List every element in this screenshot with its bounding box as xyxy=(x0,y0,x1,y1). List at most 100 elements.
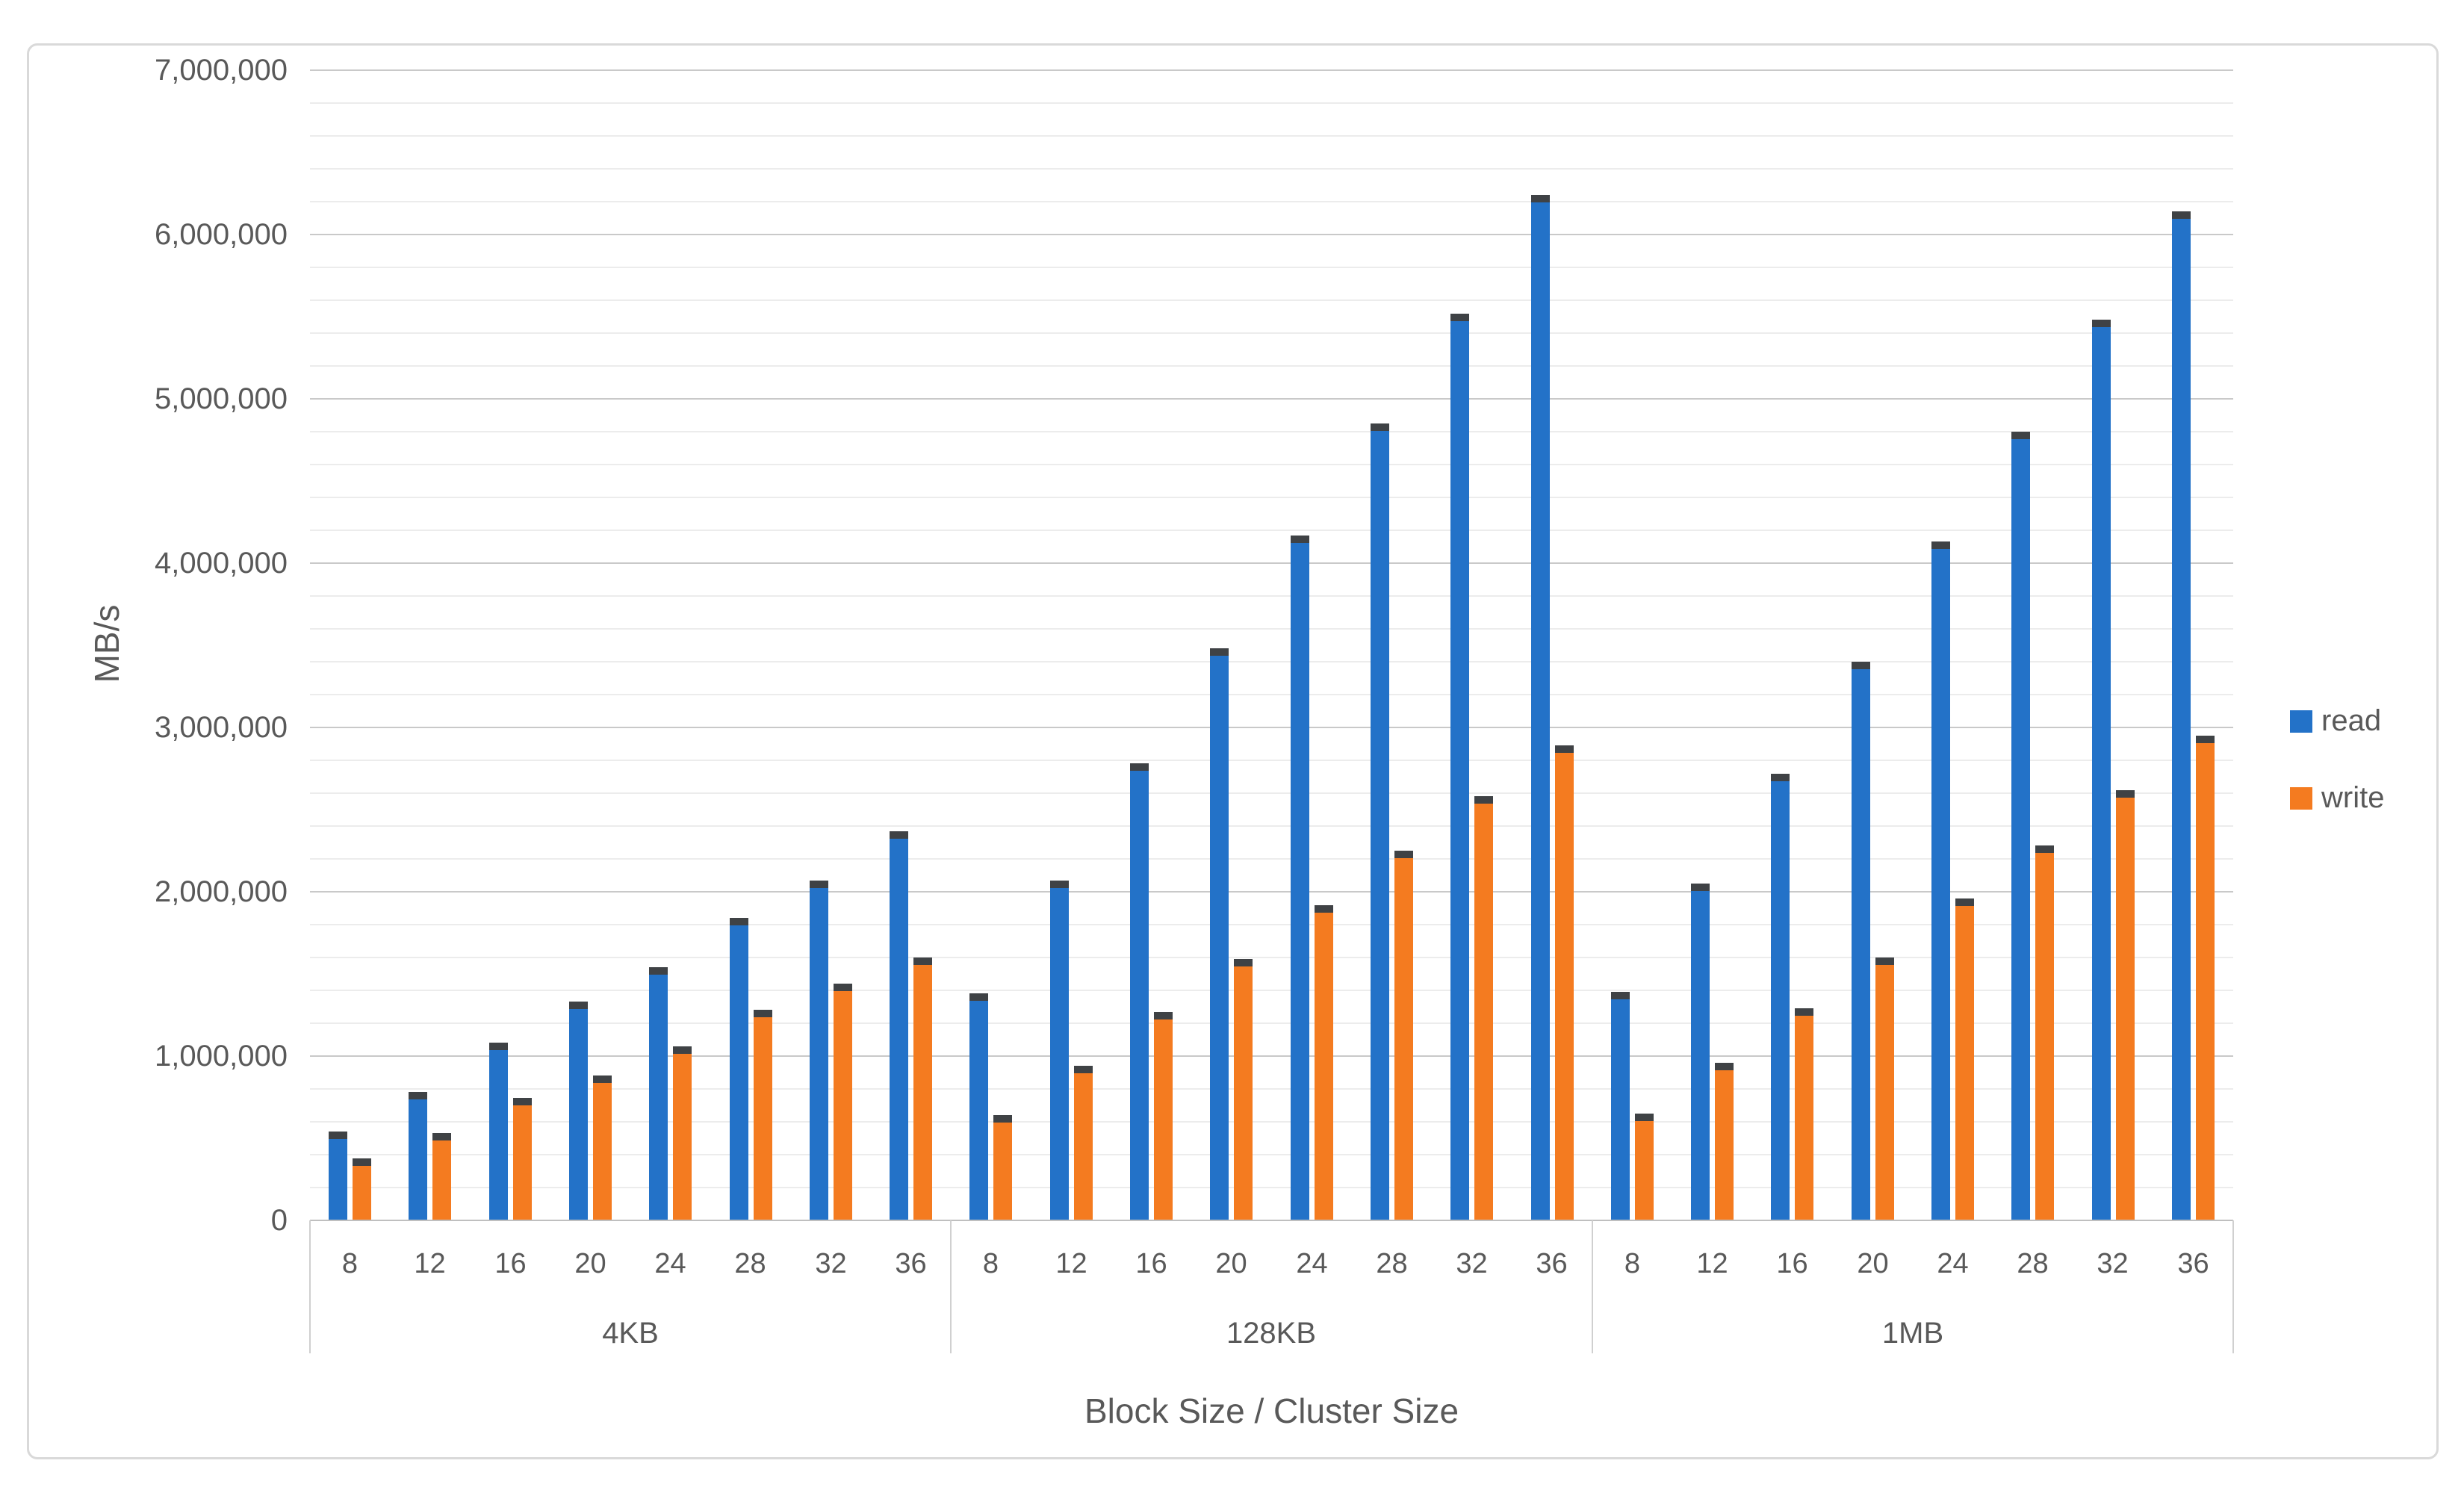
minor-gridline xyxy=(310,1022,2233,1024)
minor-gridline xyxy=(310,858,2233,860)
x-category-label: 20 xyxy=(1215,1248,1247,1279)
bar-top-cap xyxy=(1611,992,1630,999)
bar-top-cap xyxy=(1955,898,1974,906)
x-category-label: 16 xyxy=(1135,1248,1167,1279)
bar-write-4KB-12 xyxy=(432,1133,451,1220)
bar-write-4KB-28 xyxy=(754,1010,772,1220)
x-group-label-4KB: 4KB xyxy=(602,1317,659,1350)
bar-read-4KB-20 xyxy=(569,1002,588,1220)
y-tick-label: 5,000,000 xyxy=(155,382,288,415)
bar-read-128KB-8 xyxy=(969,993,988,1220)
bar-top-cap xyxy=(1771,774,1790,781)
bar-top-cap xyxy=(969,993,988,1001)
axis-band-divider xyxy=(1592,1220,1593,1353)
x-axis-baseline xyxy=(310,1220,2233,1221)
x-category-label: 24 xyxy=(1296,1248,1328,1279)
minor-gridline xyxy=(310,530,2233,531)
x-category-label: 16 xyxy=(494,1248,527,1279)
bar-read-4KB-12 xyxy=(409,1092,427,1220)
y-tick-label: 2,000,000 xyxy=(155,875,288,908)
bar-top-cap xyxy=(1474,796,1493,804)
bar-read-1MB-32 xyxy=(2092,320,2111,1220)
bar-read-1MB-8 xyxy=(1611,992,1630,1220)
bar-top-cap xyxy=(593,1075,612,1083)
bar-top-cap xyxy=(1931,541,1950,549)
x-category-label: 28 xyxy=(2017,1248,2049,1279)
bar-top-cap xyxy=(2011,432,2030,439)
chart-outer-border xyxy=(27,43,2439,1459)
minor-gridline xyxy=(310,1088,2233,1090)
bar-top-cap xyxy=(913,957,932,965)
bar-top-cap xyxy=(1555,745,1574,753)
x-category-label: 12 xyxy=(414,1248,446,1279)
y-tick-label: 3,000,000 xyxy=(155,711,288,744)
bar-write-1MB-36 xyxy=(2196,736,2215,1220)
y-tick-label: 7,000,000 xyxy=(155,54,288,87)
bar-read-128KB-28 xyxy=(1371,423,1389,1220)
bar-top-cap xyxy=(890,831,908,839)
minor-gridline xyxy=(310,1121,2233,1123)
axis-band-divider xyxy=(950,1220,952,1353)
read-series-swatch xyxy=(2290,710,2312,733)
bar-read-128KB-24 xyxy=(1291,536,1309,1220)
bar-top-cap xyxy=(409,1092,427,1099)
bar-top-cap xyxy=(649,967,668,975)
y-axis-title: MB/s xyxy=(87,604,126,683)
bar-top-cap xyxy=(1210,648,1229,656)
minor-gridline xyxy=(310,825,2233,827)
minor-gridline xyxy=(310,201,2233,202)
bar-read-4KB-24 xyxy=(649,967,668,1220)
bar-top-cap xyxy=(2196,736,2215,743)
minor-gridline xyxy=(310,694,2233,695)
bar-top-cap xyxy=(754,1010,772,1017)
major-gridline xyxy=(310,891,2233,893)
legend-label-read: read xyxy=(2321,704,2382,737)
minor-gridline xyxy=(310,792,2233,794)
minor-gridline xyxy=(310,1154,2233,1155)
legend-entry-read: read xyxy=(2290,704,2384,738)
bar-top-cap xyxy=(1715,1063,1734,1070)
x-category-label: 28 xyxy=(1376,1248,1408,1279)
bar-top-cap xyxy=(1450,314,1469,321)
minor-gridline xyxy=(310,102,2233,104)
minor-gridline xyxy=(310,267,2233,268)
bar-top-cap xyxy=(329,1132,347,1139)
bar-top-cap xyxy=(1315,905,1333,913)
x-category-label: 28 xyxy=(734,1248,766,1279)
bar-top-cap xyxy=(1291,536,1309,543)
bar-top-cap xyxy=(1795,1008,1813,1016)
bar-write-128KB-16 xyxy=(1154,1012,1173,1220)
bar-read-4KB-8 xyxy=(329,1132,347,1220)
bar-write-1MB-20 xyxy=(1875,957,1894,1220)
bar-top-cap xyxy=(1074,1066,1093,1073)
x-category-label: 8 xyxy=(1624,1248,1641,1279)
minor-gridline xyxy=(310,497,2233,498)
x-category-label: 8 xyxy=(341,1248,359,1279)
bar-top-cap xyxy=(1394,851,1413,858)
bar-read-4KB-28 xyxy=(730,918,748,1220)
bar-read-1MB-24 xyxy=(1931,541,1950,1220)
minor-gridline xyxy=(310,135,2233,137)
bar-write-128KB-20 xyxy=(1234,959,1253,1220)
bar-write-1MB-12 xyxy=(1715,1063,1734,1220)
axis-band-divider xyxy=(2232,1220,2234,1353)
x-category-label: 24 xyxy=(1937,1248,1969,1279)
bar-top-cap xyxy=(1154,1012,1173,1019)
x-group-label-1MB: 1MB xyxy=(1881,1317,1944,1350)
legend-entry-write: write xyxy=(2290,781,2384,815)
x-category-label: 8 xyxy=(982,1248,999,1279)
bar-top-cap xyxy=(2172,211,2191,219)
minor-gridline xyxy=(310,990,2233,991)
minor-gridline xyxy=(310,957,2233,958)
legend: read write xyxy=(2290,704,2384,858)
x-category-label: 36 xyxy=(1536,1248,1568,1279)
x-category-label: 36 xyxy=(895,1248,927,1279)
major-gridline xyxy=(310,562,2233,564)
major-gridline xyxy=(310,234,2233,235)
bar-top-cap xyxy=(569,1002,588,1009)
bar-write-128KB-12 xyxy=(1074,1066,1093,1220)
bar-read-4KB-16 xyxy=(489,1043,508,1220)
y-tick-label: 1,000,000 xyxy=(155,1040,288,1073)
axis-band-divider xyxy=(309,1220,311,1353)
